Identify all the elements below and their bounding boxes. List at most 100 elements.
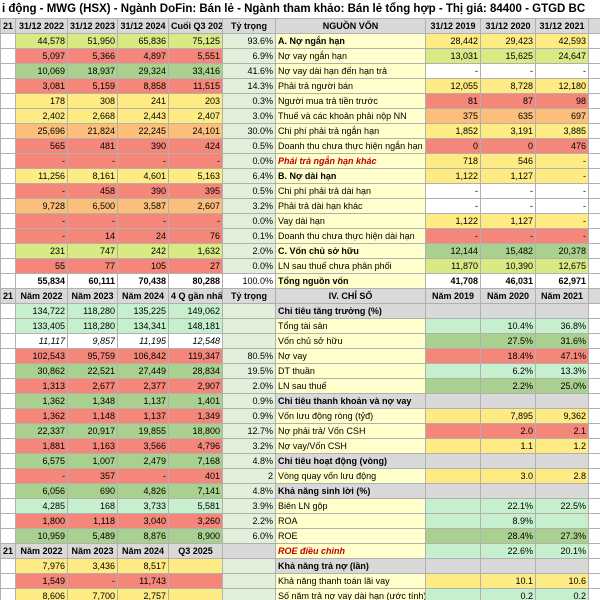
cell	[480, 558, 536, 574]
cell: 2,443	[117, 108, 169, 124]
cell: 51,950	[67, 33, 118, 49]
cell: 3,081	[15, 78, 68, 94]
row: 3,081 5,159 8,858 11,515 14.3% Phải trả người…	[0, 78, 600, 94]
cell: -	[168, 153, 223, 169]
cell: Chỉ tiêu hoạt động (vòng)	[275, 453, 426, 469]
cell	[425, 408, 481, 424]
cell	[0, 123, 16, 139]
cell: LN sau thuế chưa phân phối	[275, 258, 426, 274]
cell: 375	[425, 108, 481, 124]
cell	[222, 543, 276, 559]
row: 9,728 6,500 3,587 2,607 3.2% Phải trả dài hạn…	[0, 198, 600, 214]
cell: 1,313	[15, 378, 68, 394]
cell: 6.9%	[222, 48, 276, 64]
cell: 22,521	[67, 363, 118, 379]
cell	[480, 483, 536, 499]
cell: 3,733	[117, 498, 169, 514]
sheet-title: i động - MWG (HSX) - Ngành DoFin: Bán lẻ…	[2, 3, 586, 15]
cell: A. Nợ ngắn hạn	[275, 33, 426, 49]
cell: 31/12 2022	[15, 18, 68, 34]
cell: 13,031	[425, 48, 481, 64]
cell: 1,800	[15, 513, 68, 529]
cell	[588, 168, 600, 184]
cell: 3,040	[117, 513, 169, 529]
cell	[425, 333, 481, 349]
row: -14 24 76 0.1% Doanh thu chưa thực hiện dài …	[0, 228, 600, 244]
cell: 46,031	[480, 273, 536, 289]
cell	[0, 273, 16, 289]
cell: Năm 2022	[15, 288, 68, 304]
cell: Chỉ tiêu tăng trưởng (%)	[275, 303, 426, 319]
cell: 10,390	[480, 258, 536, 274]
cell	[425, 318, 481, 334]
cell	[588, 93, 600, 109]
cell: 1,118	[67, 513, 118, 529]
cell: 10.6	[535, 573, 589, 589]
cell	[588, 123, 600, 139]
cell: 6.0%	[222, 528, 276, 544]
cell: 55	[15, 258, 68, 274]
cell: -	[535, 63, 589, 79]
cell	[588, 543, 600, 559]
row: 21 31/12 2022 31/12 2023 31/12 2024 Cuối Q3 …	[0, 18, 600, 34]
cell: 3,436	[67, 558, 118, 574]
cell: 0.5%	[222, 183, 276, 199]
cell	[588, 48, 600, 64]
cell: 1,122	[425, 213, 481, 229]
cell: -	[15, 468, 68, 484]
cell: 22,337	[15, 423, 68, 439]
cell: 8,728	[480, 78, 536, 94]
cell	[535, 453, 589, 469]
cell: 10.1	[480, 573, 536, 589]
cell	[588, 183, 600, 199]
cell: 2,907	[168, 378, 223, 394]
row: 55,834 60,111 70,438 80,288 100.0% Tổng nguồn…	[0, 273, 600, 289]
cell	[588, 318, 600, 334]
cell: 4,285	[15, 498, 68, 514]
cell: ROE điều chỉnh	[275, 543, 426, 559]
row: 1,313 2,677 2,377 2,907 2.0% LN sau thuế 2.2% 2…	[0, 378, 600, 394]
cell: 12,180	[535, 78, 589, 94]
row: 7,976 3,436 8,517 Khả năng trả nợ (lần)	[0, 558, 600, 574]
cell: 98	[535, 93, 589, 109]
row: -458 390 395 0.5% Chi phí phải trả dài hạn - -…	[0, 183, 600, 199]
cell: Nợ vay	[275, 348, 426, 364]
cell	[425, 543, 481, 559]
cell	[0, 393, 16, 409]
cell: 47.1%	[535, 348, 589, 364]
cell	[168, 573, 223, 589]
row: 6,056 690 4,826 7,141 4.8% Khả năng sinh lời …	[0, 483, 600, 499]
cell: 546	[480, 153, 536, 169]
cell: 2,607	[168, 198, 223, 214]
cell: 10,069	[15, 63, 68, 79]
cell	[588, 513, 600, 529]
cell: 12,548	[168, 333, 223, 349]
cell	[588, 108, 600, 124]
cell: 3,191	[480, 123, 536, 139]
cell: 12,055	[425, 78, 481, 94]
cell	[588, 363, 600, 379]
cell: 3,587	[117, 198, 169, 214]
cell: 36.8%	[535, 318, 589, 334]
cell: Chỉ tiêu thanh khoản và nợ vay	[275, 393, 426, 409]
cell: Tỷ trọng	[222, 288, 276, 304]
cell: 28,442	[425, 33, 481, 49]
row: 22,337 20,917 19,855 18,800 12.7% Nợ phải trả…	[0, 423, 600, 439]
cell	[425, 348, 481, 364]
cell: 1,632	[168, 243, 223, 259]
cell: 41.6%	[222, 63, 276, 79]
cell	[0, 528, 16, 544]
cell	[588, 438, 600, 454]
cell: 0.1%	[222, 228, 276, 244]
cell: 42,593	[535, 33, 589, 49]
cell: 14	[67, 228, 118, 244]
cell: 697	[535, 108, 589, 124]
cell	[588, 453, 600, 469]
cell: DT thuần	[275, 363, 426, 379]
cell: 22,245	[117, 123, 169, 139]
cell	[588, 468, 600, 484]
cell	[588, 213, 600, 229]
cell	[535, 393, 589, 409]
row: 30,862 22,521 27,449 28,834 19.5% DT thuần 6.2…	[0, 363, 600, 379]
cell	[588, 588, 600, 600]
